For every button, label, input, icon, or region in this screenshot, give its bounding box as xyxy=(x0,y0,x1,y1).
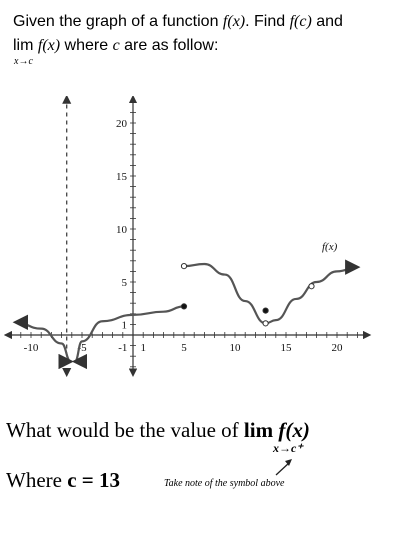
question-function: f(x) xyxy=(278,418,310,442)
note-text: Take note of the symbol above xyxy=(164,478,285,489)
closed-point xyxy=(180,303,188,310)
y-tick-label: 5 xyxy=(122,277,128,289)
question-lim-word: lim xyxy=(243,418,274,442)
x-tick-label: 5 xyxy=(181,342,187,354)
prompt-text: Given the graph of a function xyxy=(13,13,223,30)
prompt-mid: . Find xyxy=(245,13,290,30)
function-fc: f(c) xyxy=(289,13,312,30)
question-text: What would be the value of xyxy=(6,418,244,442)
curve-layer xyxy=(12,259,361,370)
curve-right xyxy=(183,259,361,325)
function-fx: f(x) xyxy=(222,13,246,30)
markers-layer xyxy=(180,263,315,327)
closed-point xyxy=(262,307,269,314)
c-variable: c xyxy=(112,37,120,54)
open-point xyxy=(308,283,315,290)
prompt-where: where xyxy=(60,37,113,54)
y-tick-label: 10 xyxy=(116,224,128,236)
prompt-line-1: Given the graph of a function f(x). Find… xyxy=(13,12,343,32)
open-point xyxy=(180,263,188,270)
c-value: c = 13 xyxy=(67,468,121,492)
where-line: Where c = 13 xyxy=(6,468,120,493)
prompt-end: and xyxy=(311,13,343,30)
x-tick-label: 15 xyxy=(281,342,293,354)
open-point xyxy=(262,320,269,327)
prompt-line-2: lim f(x) where c are as follow: xyxy=(13,36,218,56)
y-tick-label: 20 xyxy=(116,118,128,130)
y-tick-label: 15 xyxy=(116,171,128,183)
prompt-tail: are as follow: xyxy=(119,37,219,54)
x-tick-label: -5 xyxy=(77,342,87,354)
axes-layer xyxy=(3,96,372,378)
lim-function: f(x) xyxy=(37,37,61,54)
x-tick-label: -10 xyxy=(24,342,39,354)
where-label: Where xyxy=(6,468,68,492)
question-line: What would be the value of lim f(x) xyxy=(6,418,310,443)
lim-word: lim xyxy=(13,37,34,54)
x-tick-label: 20 xyxy=(332,342,344,354)
x-tick-label: 10 xyxy=(230,342,242,354)
curve-middle xyxy=(71,305,185,370)
pointer-arrow-icon xyxy=(275,459,292,476)
limit-expression: lim xyxy=(244,418,273,443)
x-tick-label: -1 xyxy=(118,342,127,354)
x-tick-label: 1 xyxy=(140,342,146,354)
y-tick-label: 1 xyxy=(122,319,128,331)
curve-label: f(x) xyxy=(322,241,338,253)
question-subscript: x→c⁺ xyxy=(273,441,303,455)
curve-left xyxy=(12,314,74,370)
lim-subscript: x→c xyxy=(14,56,33,67)
